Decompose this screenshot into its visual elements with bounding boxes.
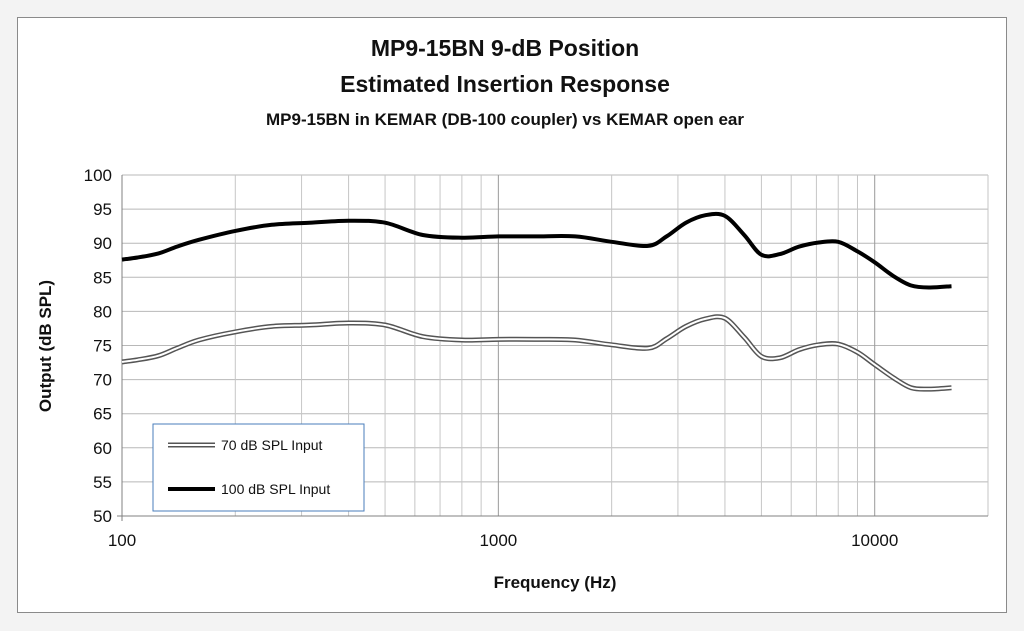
chart: MP9-15BN 9-dB Position Estimated Inserti… [36,35,989,592]
chart-frame: MP9-15BN 9-dB Position Estimated Inserti… [17,17,1007,613]
y-tick-label: 60 [93,439,112,458]
chart-subtitle-2: MP9-15BN in KEMAR (DB-100 coupler) vs KE… [266,110,744,129]
x-tick-label: 1000 [479,531,517,550]
chart-subtitle: Estimated Insertion Response [340,71,670,97]
y-tick-label: 90 [93,234,112,253]
series-line-inner [121,315,952,391]
y-tick-label: 95 [93,200,112,219]
y-tick-label: 50 [93,507,112,526]
y-tick-label: 100 [84,166,112,185]
series-line [121,211,952,290]
x-tick-label: 10000 [851,531,898,550]
y-tick-label: 80 [93,302,112,321]
y-tick-label: 65 [93,405,112,424]
legend-label: 100 dB SPL Input [221,481,330,497]
y-axis-label: Output (dB SPL) [36,280,55,412]
legend: 70 dB SPL Input 100 dB SPL Input [152,423,365,512]
y-tick-label: 85 [93,268,112,287]
tick-labels: 50 55 60 65 70 75 80 85 90 95 100 100 1000 10000 [84,166,899,550]
x-axis-label: Frequency (Hz) [494,573,617,592]
series-100-db-spl-input [121,211,952,290]
y-tick-label: 75 [93,337,112,356]
x-tick-label: 100 [108,531,136,550]
legend-label: 70 dB SPL Input [221,437,323,453]
series-lines [121,211,952,392]
y-tick-label: 70 [93,371,112,390]
chart-title: MP9-15BN 9-dB Position [371,35,639,61]
series-70-db-spl-input [121,314,952,392]
series-line-outer [121,314,952,392]
legend-box [152,423,365,512]
y-tick-label: 55 [93,473,112,492]
